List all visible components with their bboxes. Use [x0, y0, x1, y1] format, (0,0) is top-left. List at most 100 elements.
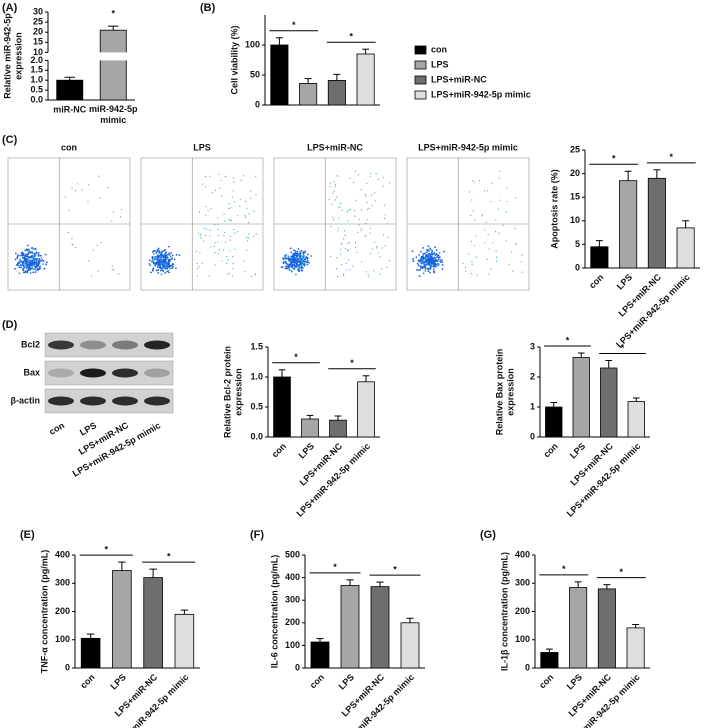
- flow-dot: [366, 208, 368, 210]
- flow-dot: [290, 265, 292, 268]
- flow-dot: [495, 250, 497, 252]
- flow-dot: [473, 219, 476, 221]
- bar: [619, 180, 638, 269]
- flow-dot: [499, 170, 501, 172]
- flow-dot: [38, 267, 41, 270]
- flow-dot: [244, 215, 246, 217]
- flow-dot: [71, 187, 73, 189]
- flow-dot: [221, 260, 223, 262]
- flow-dot: [164, 255, 167, 258]
- flow-dot: [349, 177, 351, 179]
- y-tick-label: 2: [530, 371, 535, 381]
- panel-label: (C): [2, 134, 18, 146]
- flow-dot: [429, 254, 432, 257]
- flow-dot: [418, 254, 420, 256]
- flow-dot: [255, 194, 257, 196]
- flow-dot: [298, 253, 301, 256]
- flow-dot: [372, 248, 374, 250]
- flow-dot: [426, 251, 428, 254]
- flow-dot: [165, 261, 168, 264]
- y-tick-label: 15: [570, 192, 580, 202]
- flow-dot: [515, 243, 517, 245]
- flow-dot: [366, 219, 368, 221]
- blot-band: [144, 396, 170, 406]
- flow-dot: [30, 256, 33, 259]
- flow-dot: [229, 250, 231, 252]
- flow-dot: [285, 267, 288, 270]
- flow-dot: [310, 255, 313, 257]
- flow-dot: [471, 263, 473, 265]
- flow-dot: [364, 193, 366, 196]
- flow-dot: [27, 248, 30, 251]
- flow-dot: [153, 263, 156, 266]
- bar: [99, 29, 127, 101]
- flow-dot: [514, 228, 516, 230]
- flow-dot: [22, 265, 25, 267]
- y-tick-label: 100: [55, 634, 70, 644]
- flow-dot: [425, 254, 427, 257]
- flow-dot: [306, 259, 309, 262]
- flow-dot: [151, 256, 154, 258]
- error-bar: [595, 240, 603, 247]
- flow-dot: [498, 232, 500, 234]
- flow-dot: [226, 256, 228, 258]
- flow-dot: [514, 197, 517, 199]
- flow-dot: [438, 251, 441, 254]
- flow-dot: [282, 262, 285, 265]
- flow-dot: [153, 249, 155, 252]
- flow-dot: [164, 256, 167, 259]
- error-bar: [278, 369, 286, 377]
- flow-dot: [159, 252, 162, 255]
- flow-dot: [443, 250, 445, 253]
- flow-dot: [204, 186, 207, 188]
- flow-dot: [22, 252, 25, 255]
- flow-dot: [290, 261, 293, 264]
- bar: [647, 177, 666, 269]
- flow-dot: [411, 250, 414, 253]
- flow-dot: [35, 259, 38, 262]
- flow-dot: [289, 247, 292, 250]
- flow-dot: [218, 173, 220, 175]
- flow-dot: [294, 265, 297, 267]
- y-tick-label: 1.5: [250, 341, 263, 351]
- flow-dot: [473, 244, 475, 246]
- flow-dot: [290, 255, 292, 258]
- flow-dot: [27, 253, 29, 256]
- flow-dot: [32, 255, 34, 258]
- flow-dot: [432, 268, 435, 270]
- flow-dot: [335, 257, 338, 259]
- flow-dot: [162, 264, 165, 267]
- flow-dot: [334, 185, 337, 188]
- flow-dot: [150, 271, 152, 274]
- flow-dot: [377, 252, 379, 254]
- flow-dot: [436, 256, 438, 259]
- flow-dot: [21, 253, 23, 256]
- flow-dot: [162, 261, 165, 263]
- flow-dot: [175, 267, 177, 270]
- flow-dots: [411, 170, 524, 278]
- flow-dot: [432, 262, 435, 265]
- flow-dot: [506, 200, 508, 203]
- flow-dot: [107, 187, 109, 189]
- flow-dot: [250, 197, 252, 199]
- flow-dot: [88, 260, 90, 262]
- legend-label: LPS: [431, 59, 449, 69]
- flow-dot: [295, 261, 298, 264]
- flow-dot: [508, 263, 510, 265]
- flow-dot: [151, 251, 154, 253]
- flow-dot: [431, 265, 433, 268]
- flow-dot: [172, 263, 175, 266]
- flow-dot: [422, 247, 425, 249]
- flow-dot: [237, 215, 239, 217]
- flow-title: LPS+miR-NC: [307, 142, 363, 152]
- flow-dot: [370, 194, 373, 196]
- y-tick-label: 15: [33, 37, 43, 47]
- flow-dot: [166, 253, 169, 256]
- flow-dot: [300, 266, 303, 269]
- error-bar: [406, 617, 414, 623]
- flow-dot: [299, 264, 301, 267]
- flow-dot: [163, 249, 165, 252]
- flow-dot: [330, 225, 332, 227]
- flow-dot: [505, 211, 507, 213]
- flow-dot: [199, 235, 201, 237]
